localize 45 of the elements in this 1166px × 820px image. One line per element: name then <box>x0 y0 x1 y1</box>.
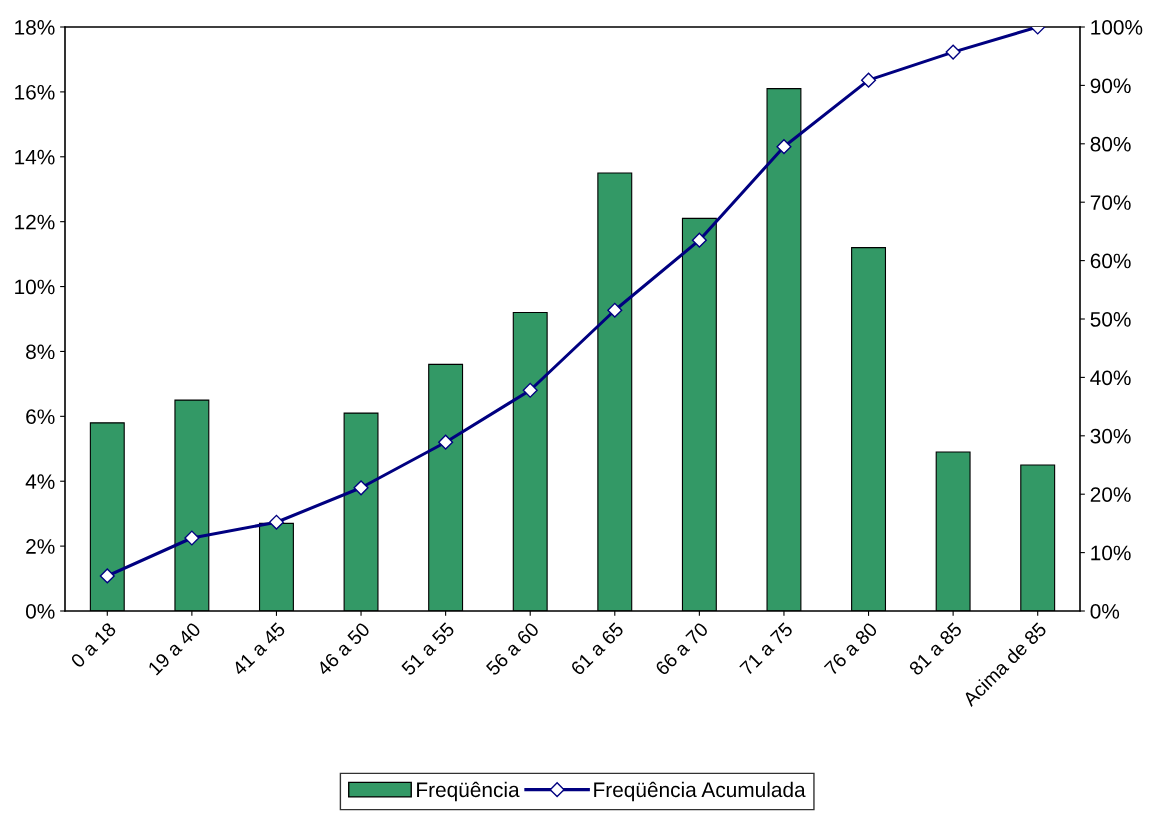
point <box>776 139 792 155</box>
y2-tick-label: 10% <box>1091 545 1131 561</box>
point <box>860 72 877 88</box>
y2-tick-label: 40% <box>1090 370 1131 386</box>
y2-tick-label: 60% <box>1090 253 1131 269</box>
y-tick-label: 16% <box>15 84 55 100</box>
point <box>691 232 707 248</box>
y2-tick-label: 50% <box>1090 312 1131 327</box>
x-tick-label: 56 a 60 <box>485 621 540 677</box>
y-tick-label: 0% <box>25 604 55 619</box>
y2-tick-label: 20% <box>1090 487 1131 502</box>
point <box>607 302 623 318</box>
legend-label: Freqüência Acumulada <box>594 781 806 802</box>
y-tick-label: 18% <box>15 20 55 35</box>
legend-label: Freqüência <box>417 781 520 802</box>
y2-tick-label: 30% <box>1090 428 1131 444</box>
y-tick-label: 2% <box>26 539 55 554</box>
x-tick-label: 19 a 40 <box>147 621 202 676</box>
y2-tick-label: 100% <box>1091 20 1143 35</box>
y2-tick-label: 0% <box>1090 604 1120 619</box>
x-tick-label: 76 a 80 <box>823 621 879 676</box>
y-tick-label: 8% <box>26 344 55 360</box>
y-tick-label: 14% <box>15 149 55 165</box>
y-tick-label: 4% <box>25 474 55 489</box>
point <box>522 382 538 398</box>
point <box>438 434 454 450</box>
x-tick-label: 41 a 45 <box>231 621 286 677</box>
x-tick-label: 0 a 18 <box>69 621 117 669</box>
x-tick-label: 46 a 50 <box>315 621 371 677</box>
y2-tick-label: 70% <box>1090 195 1131 210</box>
x-tick-label: 81 a 85 <box>908 621 963 677</box>
x-tick-label: 51 a 55 <box>400 621 456 677</box>
y2-tick-label: 90% <box>1090 78 1131 94</box>
point <box>945 44 961 60</box>
point <box>353 480 369 496</box>
y-tick-label: 10% <box>15 279 55 295</box>
y2-tick-label: 80% <box>1090 136 1131 152</box>
point <box>184 530 200 546</box>
point <box>99 568 115 584</box>
y-tick-label: 6% <box>26 409 55 425</box>
x-tick-label: 66 a 70 <box>654 621 709 676</box>
x-tick-label: 71 a 75 <box>739 621 794 676</box>
point <box>268 514 285 530</box>
y-tick-label: 12% <box>15 214 55 230</box>
x-tick-label: 61 a 65 <box>569 621 625 676</box>
